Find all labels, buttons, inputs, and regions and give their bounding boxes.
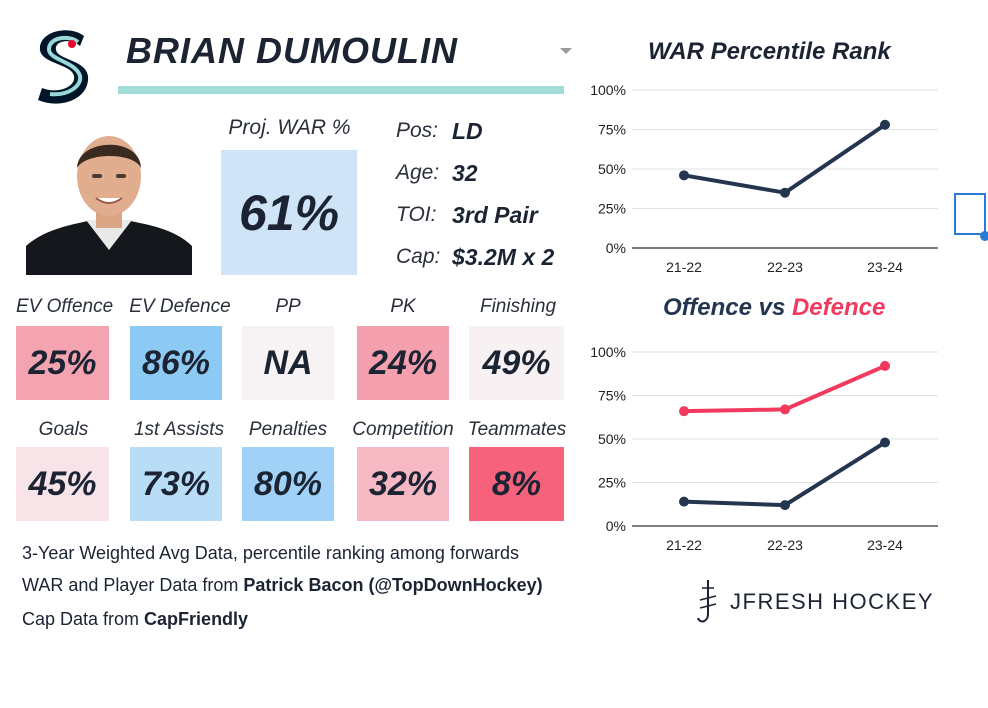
chart-title-vs: vs — [751, 294, 792, 321]
data-point — [780, 500, 790, 511]
stat-tile-pp: NA — [242, 326, 334, 400]
stat-tile-finishing: 49% — [469, 326, 564, 400]
info-value: LD — [452, 117, 483, 144]
y-tick-label: 75% — [598, 122, 626, 138]
kraken-logo — [28, 26, 100, 106]
stat-tile-teammates: 8% — [469, 447, 564, 521]
chart-title-offence: Offence — [663, 294, 752, 321]
footnote-text: Cap Data from — [22, 609, 145, 629]
info-row-pos: Pos: LD — [396, 116, 483, 146]
stat-label-1st-assists: 1st Assists — [133, 419, 225, 440]
x-tick-label: 22-23 — [767, 537, 803, 553]
series-line — [683, 440, 887, 508]
stat-tile-1st-assists: 73% — [130, 447, 222, 521]
stat-label-penalties: Penalties — [248, 419, 328, 440]
stat-tile-goals: 45% — [16, 447, 109, 521]
info-row-age: Age: 32 — [396, 158, 478, 188]
chart-title-offence-defence: Offence vs Defence — [663, 294, 885, 322]
dropdown-caret-icon[interactable] — [560, 48, 572, 54]
y-tick-label: 50% — [598, 431, 626, 447]
stat-label-teammates: Teammates — [467, 419, 567, 440]
player-photo — [26, 128, 192, 275]
stat-label-pp: PP — [275, 296, 301, 317]
series-line — [683, 123, 887, 195]
y-tick-label: 25% — [598, 475, 626, 491]
stat-tile-competition: 32% — [357, 447, 449, 521]
x-tick-label: 23-24 — [867, 259, 903, 275]
chart-title-defence: Defence — [791, 294, 886, 321]
jfresh-logo-icon — [697, 580, 717, 623]
proj-war-label: Proj. WAR % — [228, 116, 351, 139]
y-tick-label: 25% — [598, 201, 626, 217]
selection-handle-box[interactable] — [954, 193, 986, 235]
selection-handle-dot[interactable] — [980, 231, 988, 241]
stat-label-pk: PK — [390, 296, 416, 317]
x-tick-label: 21-22 — [666, 259, 702, 275]
data-point — [780, 187, 790, 198]
y-tick-label: 100% — [590, 82, 626, 98]
x-tick-label: 23-24 — [867, 537, 903, 553]
stat-label-goals: Goals — [38, 419, 89, 440]
data-point — [880, 119, 890, 130]
footnote-line-1: 3-Year Weighted Avg Data, percentile ran… — [22, 543, 519, 563]
footnote-credit: CapFriendly — [144, 609, 249, 629]
data-point — [780, 404, 790, 415]
info-label: TOI: — [396, 203, 437, 226]
stat-tile-pk: 24% — [357, 326, 449, 400]
info-value: $3.2M x 2 — [452, 243, 555, 270]
stat-label-finishing: Finishing — [479, 296, 557, 317]
brand: JFRESH HOCKEY — [694, 578, 934, 626]
y-tick-label: 100% — [590, 344, 626, 360]
proj-war-value: 61% — [238, 184, 340, 241]
data-point — [880, 360, 890, 371]
name-underline — [118, 86, 564, 94]
series-line — [683, 364, 886, 414]
info-row-cap: Cap: $3.2M x 2 — [396, 242, 554, 272]
info-label: Age: — [396, 161, 440, 184]
x-tick-label: 21-22 — [666, 537, 702, 553]
data-point — [679, 406, 689, 417]
data-point — [679, 496, 689, 507]
info-label: Pos: — [396, 119, 439, 142]
stat-label-competition: Competition — [352, 419, 454, 440]
footnote-credit: Patrick Bacon (@TopDownHockey) — [243, 575, 543, 595]
player-name: BRIAN DUMOULIN — [126, 30, 458, 71]
x-tick-label: 22-23 — [767, 259, 803, 275]
info-value: 3rd Pair — [452, 201, 538, 228]
stat-label-ev-offence: EV Offence — [16, 296, 114, 317]
proj-war-box: 61% — [221, 150, 357, 275]
y-tick-label: 0% — [606, 518, 626, 534]
stat-tile-penalties: 80% — [242, 447, 334, 521]
data-point — [880, 437, 890, 448]
footnote-text: WAR and Player Data from — [22, 575, 244, 595]
footnote-line-2: WAR and Player Data from Patrick Bacon (… — [22, 575, 543, 596]
info-row-toi: TOI: 3rd Pair — [396, 200, 538, 230]
stat-tile-ev-defence: 86% — [130, 326, 222, 400]
offence-defence-chart: 0% 25% 50% 75% 100% 21-22 22-23 23-24 — [590, 344, 938, 553]
footnote-line-3: Cap Data from CapFriendly — [22, 609, 248, 630]
brand-name: JFRESH HOCKEY — [730, 589, 935, 614]
stat-label-ev-defence: EV Defence — [129, 296, 231, 317]
war-percentile-chart: 0% 25% 50% 75% 100% 21-22 22-23 23-24 — [590, 82, 938, 275]
y-tick-label: 50% — [598, 161, 626, 177]
y-tick-label: 0% — [606, 240, 626, 256]
y-tick-label: 75% — [598, 388, 626, 404]
stat-tile-ev-offence: 25% — [16, 326, 109, 400]
chart-title-war: WAR Percentile Rank — [648, 38, 891, 65]
info-label: Cap: — [396, 245, 441, 268]
data-point — [679, 170, 689, 181]
info-value: 32 — [452, 159, 478, 186]
